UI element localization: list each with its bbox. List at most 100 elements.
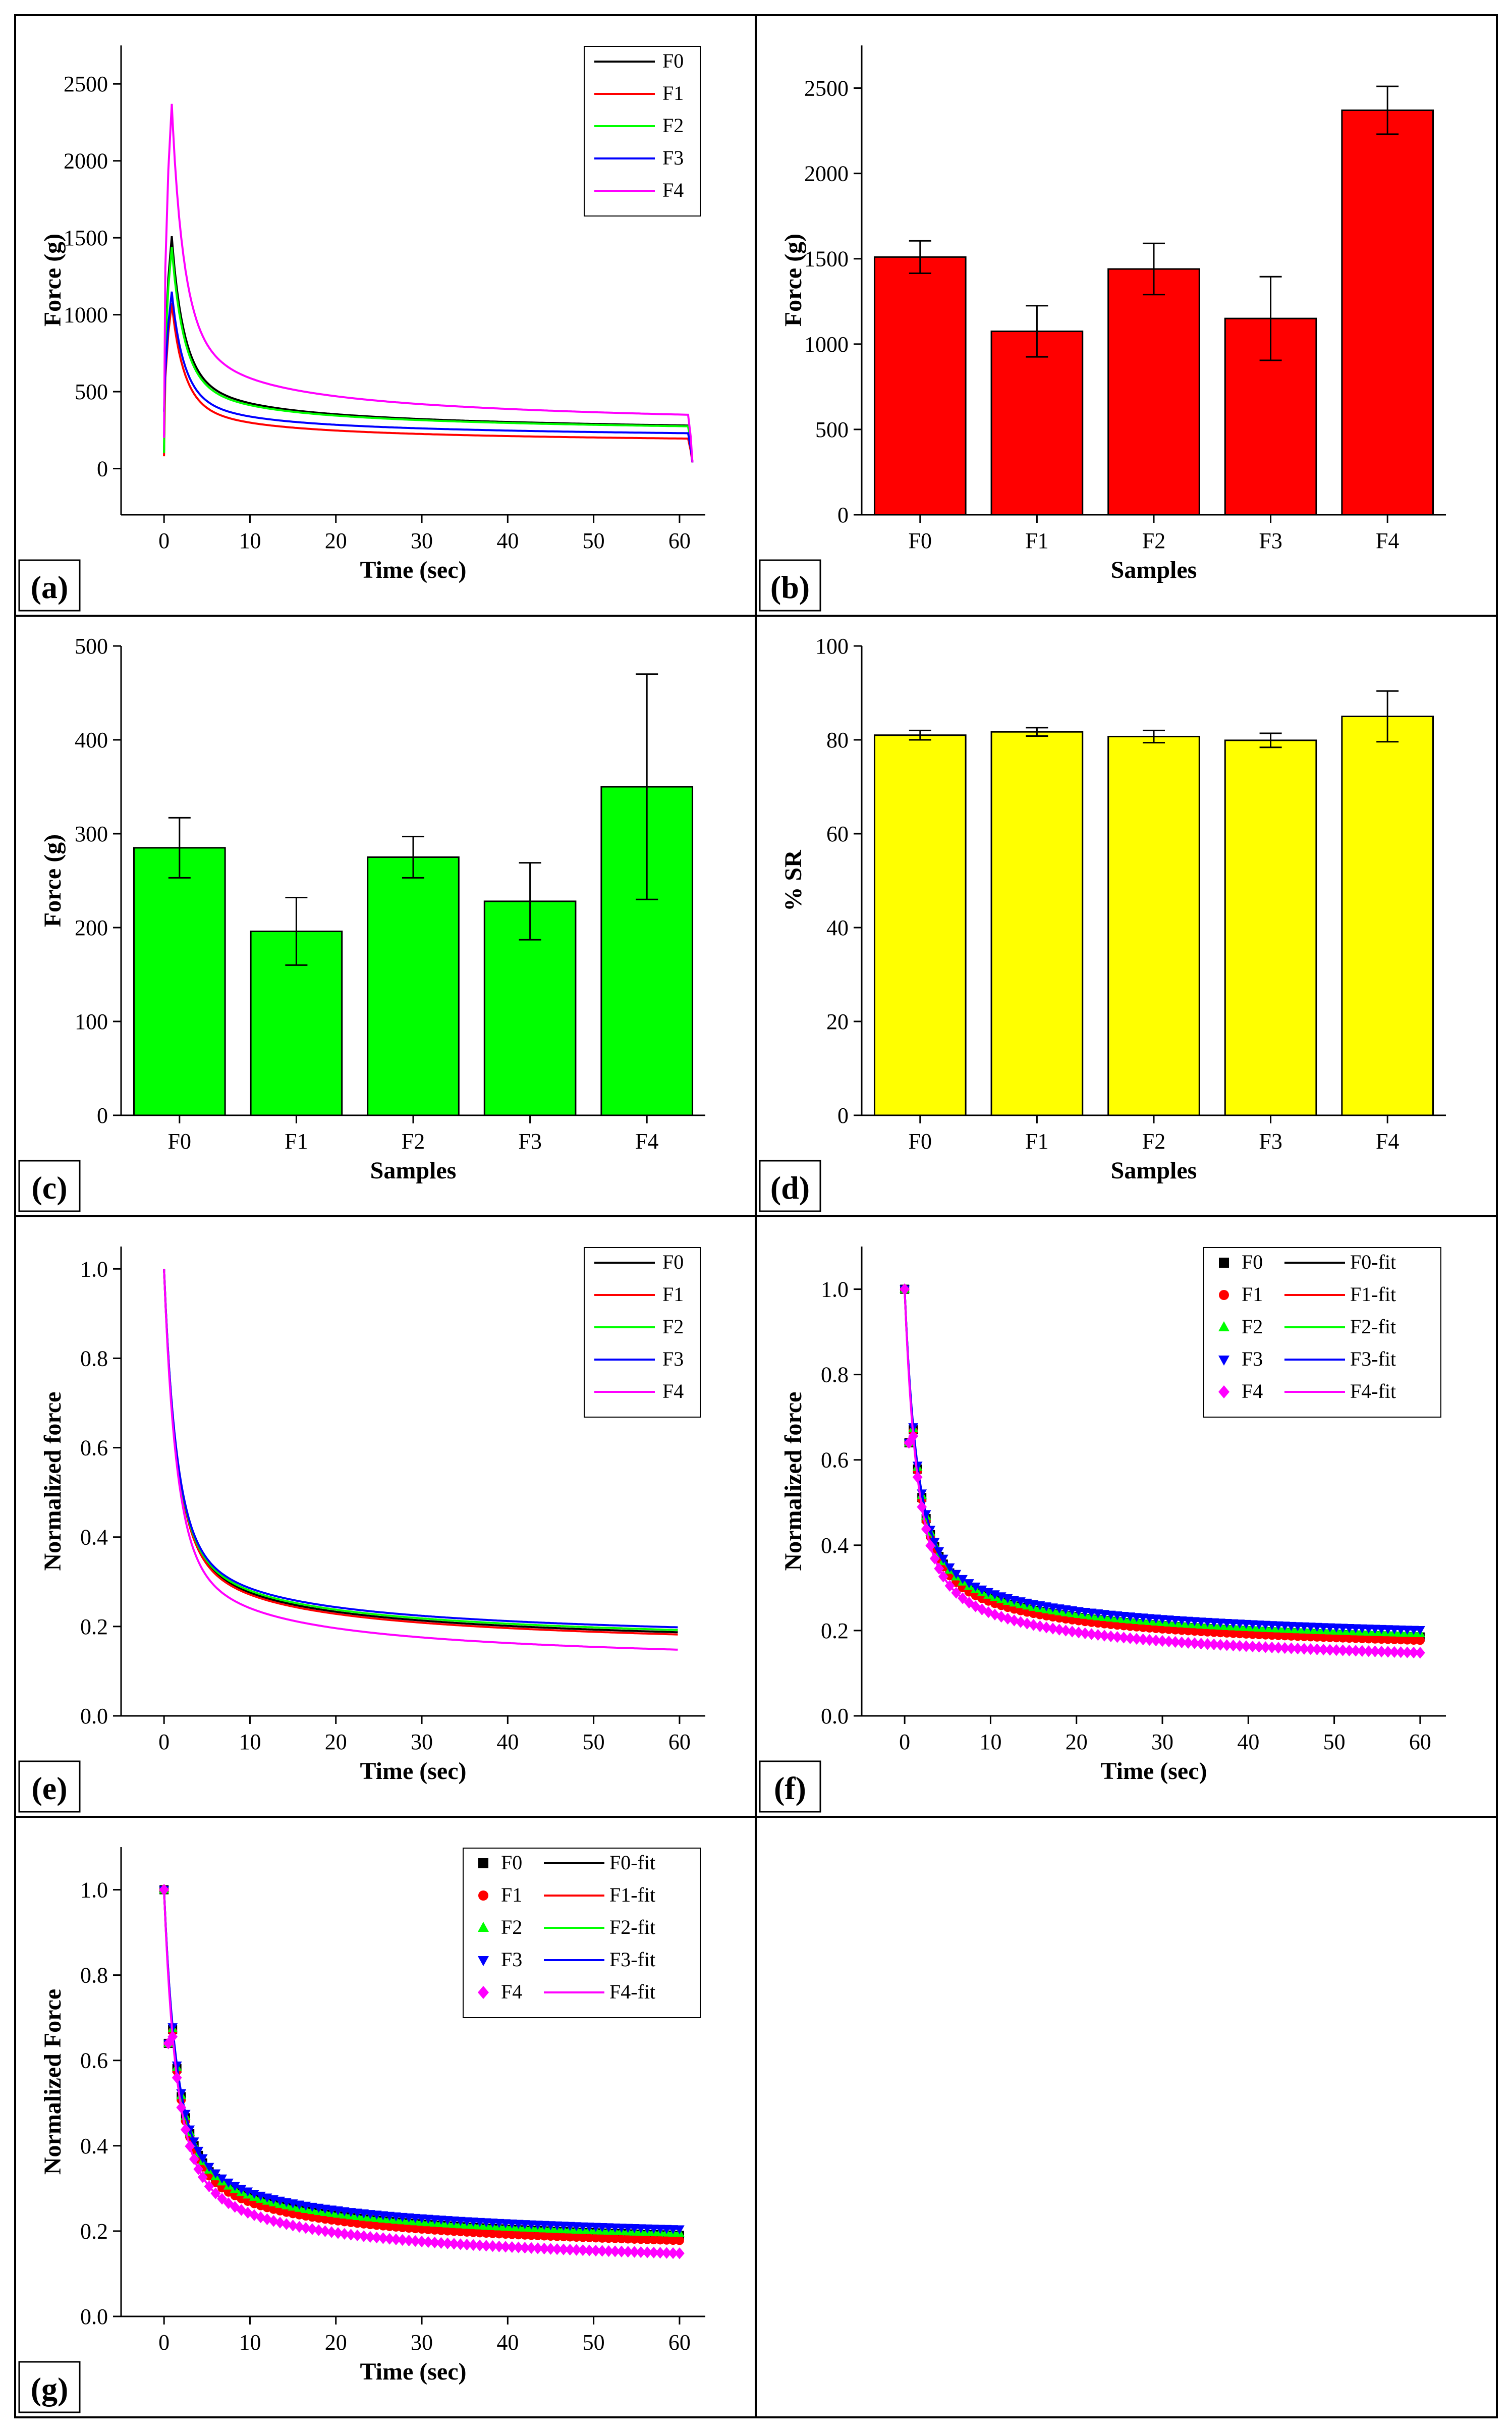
- x-tick-label: 30: [1151, 1730, 1173, 1754]
- series-line-F2: [163, 247, 694, 463]
- marker: [675, 2247, 685, 2259]
- y-tick-label: 300: [75, 822, 108, 846]
- x-tick-label: 50: [1323, 1730, 1346, 1754]
- y-tick-label: 100: [815, 634, 849, 659]
- panel-label: (d): [770, 1170, 810, 1206]
- x-tick-label: F3: [1259, 528, 1282, 553]
- x-tick-label: 0: [158, 2330, 170, 2355]
- y-tick-label: 0.0: [80, 2304, 108, 2329]
- chart-panel-b: 0 500 1000 1500 2000 2500 F0 F1 F2 F3 F4 Samples For…: [759, 45, 1446, 612]
- x-axis-label: Time (sec): [360, 1758, 466, 1785]
- series-line-F4: [163, 103, 694, 463]
- legend-box: [584, 1247, 701, 1418]
- legend: F0 F0-fit F1 F1-fit F2 F2-fit F3 F3-fit F4 F4-fit: [463, 1848, 701, 2018]
- x-tick-label: 30: [411, 1730, 433, 1754]
- x-axis-label: Time (sec): [360, 2358, 466, 2385]
- legend-fit-label-F2: F2-fit: [609, 1916, 655, 1938]
- y-tick-label: 0: [837, 503, 849, 527]
- marker: [904, 1437, 914, 1449]
- legend-label-F3: F3: [662, 146, 684, 169]
- legend-label-F0: F0: [1242, 1251, 1263, 1273]
- legend-label-F1: F1: [1242, 1283, 1263, 1306]
- y-tick-label: 20: [826, 1009, 849, 1034]
- x-axis-label: Time (sec): [1100, 1758, 1207, 1785]
- legend-fit-label-F1: F1-fit: [609, 1883, 655, 1906]
- legend-label-F3: F3: [1242, 1347, 1263, 1370]
- x-tick-label: F1: [285, 1129, 308, 1154]
- panel-label: (e): [31, 1770, 67, 1806]
- y-tick-label: 2500: [804, 76, 849, 101]
- y-tick-label: 0.2: [80, 1614, 108, 1639]
- series-line-F2: [163, 1269, 678, 1631]
- y-tick-label: 500: [75, 380, 108, 404]
- y-tick-label: 0.6: [80, 2048, 108, 2073]
- y-tick-label: 1500: [804, 247, 849, 272]
- marker: [675, 2225, 685, 2235]
- x-tick-label: F1: [1025, 528, 1048, 553]
- panel-label: (c): [31, 1170, 67, 1206]
- y-axis-label: Force (g): [39, 834, 66, 927]
- series-fit-F4: [904, 1289, 1419, 1654]
- y-tick-label: 100: [75, 1009, 108, 1034]
- x-tick-label: F0: [168, 1129, 191, 1154]
- legend-fit-label-F1: F1-fit: [1350, 1283, 1396, 1306]
- y-tick-label: 0.4: [80, 2134, 108, 2158]
- legend-box: [1203, 1247, 1441, 1418]
- x-tick-label: 30: [411, 528, 433, 553]
- marker: [478, 1956, 489, 1966]
- legend-label-F0: F0: [501, 1851, 522, 1874]
- series-line-F3: [163, 291, 694, 463]
- x-tick-label: 20: [1066, 1730, 1088, 1754]
- panel-label-box: [18, 559, 81, 612]
- legend-fit-label-F3: F3-fit: [1350, 1347, 1396, 1370]
- panel-label: (g): [31, 2371, 69, 2407]
- bar-F1: [990, 731, 1084, 1116]
- panel-label-box: [759, 1160, 821, 1212]
- legend-label-F4: F4: [662, 179, 684, 201]
- legend-fit-label-F2: F2-fit: [1350, 1315, 1396, 1338]
- legend-label-F1: F1: [662, 1283, 684, 1306]
- bar-F2: [367, 856, 460, 1116]
- y-tick-label: 1000: [64, 303, 108, 328]
- x-tick-label: 60: [668, 2330, 691, 2355]
- chart-panel-c: 0 100 200 300 400 500 F0 F1 F2 F3 F4 Samples Force (…: [18, 634, 705, 1212]
- panel-label-box: [759, 559, 821, 612]
- x-tick-label: 20: [325, 2330, 347, 2355]
- plot-area: [900, 1283, 1425, 1659]
- y-tick-label: 0.8: [80, 1963, 108, 1988]
- marker: [1218, 1321, 1229, 1331]
- y-tick-label: 500: [75, 634, 108, 659]
- y-tick-label: 2000: [804, 161, 849, 186]
- legend-fit-label-F4: F4-fit: [1350, 1380, 1396, 1402]
- x-tick-label: 40: [1237, 1730, 1259, 1754]
- series-fit-F1: [904, 1289, 1419, 1642]
- y-tick-label: 1.0: [80, 1878, 108, 1903]
- y-axis-label: Normalized force: [780, 1392, 807, 1571]
- x-tick-label: 50: [583, 2330, 605, 2355]
- legend-fit-label-F0: F0-fit: [1350, 1251, 1396, 1273]
- legend-fit-label-F0: F0-fit: [609, 1851, 655, 1874]
- y-tick-label: 0.2: [821, 1618, 849, 1643]
- x-axis-label: Samples: [1111, 557, 1197, 583]
- panel-label-box: [759, 1760, 821, 1813]
- y-tick-label: 2000: [64, 149, 108, 174]
- bar-F0: [873, 256, 967, 516]
- x-tick-label: F0: [909, 1129, 932, 1154]
- bar-F4: [1341, 716, 1434, 1116]
- x-axis-label: Samples: [1111, 1157, 1197, 1184]
- x-tick-label: 0: [158, 528, 170, 553]
- y-axis-label: Normalized Force: [39, 1989, 66, 2175]
- plot-area: [163, 103, 694, 463]
- panel-label: (f): [774, 1770, 806, 1806]
- chart-panel-g: 0.0 0.2 0.4 0.6 0.8 1.0 0 10 20 30 40 50 60 Time (sec…: [18, 1847, 705, 2413]
- y-tick-label: 1.0: [821, 1277, 849, 1302]
- marker: [675, 2236, 684, 2245]
- legend: F0 F0-fit F1 F1-fit F2 F2-fit F3 F3-fit F4 F4-fit: [1203, 1247, 1441, 1418]
- y-tick-label: 500: [815, 417, 849, 442]
- y-tick-label: 40: [826, 915, 849, 940]
- y-tick-label: 0.4: [80, 1525, 108, 1550]
- marker: [1415, 1636, 1425, 1645]
- marker: [478, 1890, 488, 1901]
- bar-F4: [1341, 110, 1434, 516]
